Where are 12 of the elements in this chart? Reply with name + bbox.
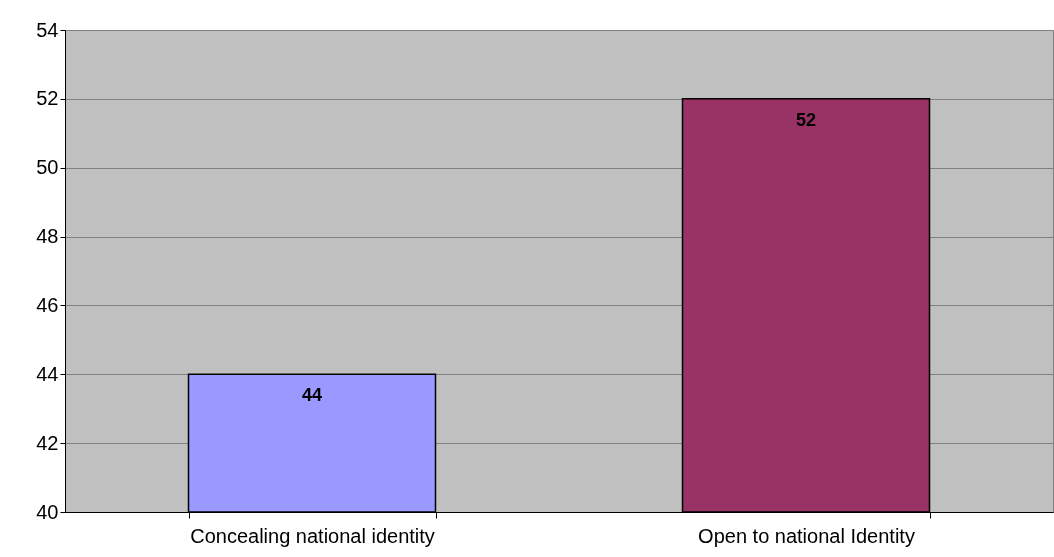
y-tick-label: 42 — [36, 431, 59, 454]
y-tick-label: 52 — [36, 87, 59, 110]
x-tick-label: Concealing national identity — [190, 524, 435, 547]
y-tick-label: 44 — [36, 362, 59, 385]
y-tick-label: 50 — [36, 156, 59, 179]
y-tick-label: 40 — [36, 500, 59, 523]
y-tick-label: 46 — [36, 293, 59, 316]
y-tick-label: 54 — [36, 18, 59, 41]
data-label: 44 — [301, 385, 323, 406]
data-label: 52 — [795, 109, 817, 130]
y-tick-label: 48 — [36, 225, 59, 248]
x-tick-label: Open to national Identity — [698, 524, 915, 547]
